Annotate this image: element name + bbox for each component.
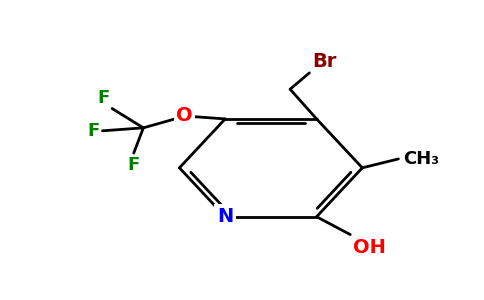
Text: CH₃: CH₃ — [403, 150, 439, 168]
Text: Br: Br — [312, 52, 336, 71]
Text: N: N — [217, 207, 233, 226]
Text: F: F — [97, 89, 110, 107]
Text: F: F — [88, 122, 100, 140]
Text: O: O — [176, 106, 193, 125]
Text: OH: OH — [353, 238, 386, 256]
Text: F: F — [128, 156, 140, 174]
